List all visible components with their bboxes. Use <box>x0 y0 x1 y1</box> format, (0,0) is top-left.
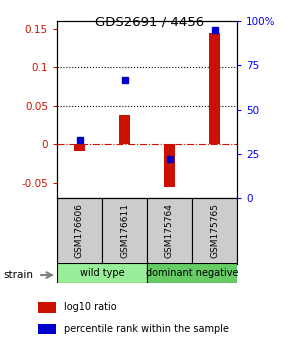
Text: GDS2691 / 4456: GDS2691 / 4456 <box>95 16 205 29</box>
Bar <box>147 263 237 283</box>
Bar <box>119 115 130 144</box>
Bar <box>102 198 147 264</box>
Bar <box>164 144 175 187</box>
Text: GSM175765: GSM175765 <box>210 204 219 258</box>
Bar <box>38 302 56 313</box>
Text: GSM176611: GSM176611 <box>120 204 129 258</box>
Bar <box>57 263 147 283</box>
Bar <box>147 198 192 264</box>
Text: log10 ratio: log10 ratio <box>64 302 117 312</box>
Bar <box>57 198 102 264</box>
Bar <box>209 33 220 144</box>
Text: percentile rank within the sample: percentile rank within the sample <box>64 324 229 334</box>
Text: GSM175764: GSM175764 <box>165 204 174 258</box>
Bar <box>74 144 85 150</box>
Text: GSM176606: GSM176606 <box>75 204 84 258</box>
Text: wild type: wild type <box>80 268 124 278</box>
Bar <box>38 324 56 335</box>
Text: dominant negative: dominant negative <box>146 268 238 278</box>
Text: strain: strain <box>3 270 33 280</box>
Bar <box>192 198 237 264</box>
